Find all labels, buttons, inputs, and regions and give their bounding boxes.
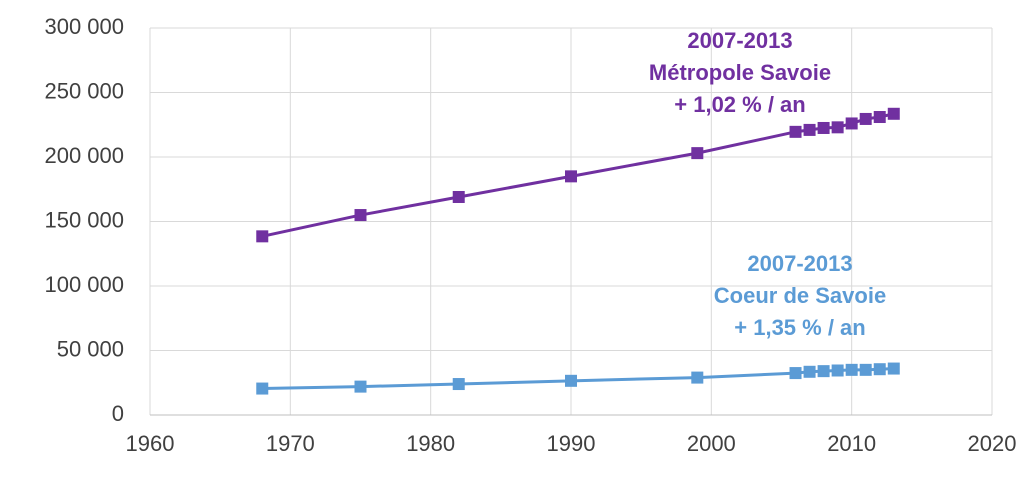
- marker: [803, 123, 816, 136]
- marker: [831, 364, 844, 377]
- marker: [887, 362, 900, 375]
- marker: [859, 363, 872, 376]
- y-tick-label: 150 000: [44, 207, 124, 232]
- marker: [354, 209, 367, 222]
- marker: [845, 363, 858, 376]
- marker: [354, 380, 367, 393]
- marker: [817, 365, 830, 378]
- marker: [691, 371, 704, 384]
- marker: [845, 117, 858, 130]
- annotation: + 1,02 % / an: [674, 92, 805, 117]
- x-tick-label: 2020: [968, 431, 1017, 456]
- x-tick-label: 2010: [827, 431, 876, 456]
- marker: [691, 147, 704, 160]
- marker: [565, 374, 577, 387]
- marker: [256, 230, 269, 243]
- marker: [452, 190, 465, 203]
- marker: [565, 170, 577, 183]
- marker: [873, 111, 886, 124]
- x-tick-label: 1990: [547, 431, 596, 456]
- x-tick-label: 2000: [687, 431, 736, 456]
- y-tick-label: 0: [112, 401, 124, 426]
- marker: [256, 382, 269, 395]
- marker: [452, 378, 465, 391]
- x-tick-label: 1960: [126, 431, 175, 456]
- marker: [859, 112, 872, 125]
- y-tick-label: 250 000: [44, 78, 124, 103]
- marker: [817, 121, 830, 134]
- annotation: 2007-2013: [687, 28, 792, 53]
- marker: [803, 365, 816, 378]
- marker: [789, 125, 802, 138]
- marker: [887, 107, 900, 120]
- annotation: + 1,35 % / an: [734, 315, 865, 340]
- x-tick-label: 1970: [266, 431, 315, 456]
- marker: [789, 367, 802, 380]
- y-tick-label: 200 000: [44, 143, 124, 168]
- annotation: 2007-2013: [747, 251, 852, 276]
- y-tick-label: 300 000: [44, 14, 124, 39]
- y-tick-label: 100 000: [44, 272, 124, 297]
- marker: [831, 121, 844, 134]
- annotation: Coeur de Savoie: [714, 283, 886, 308]
- annotation: Métropole Savoie: [649, 60, 831, 85]
- y-tick-label: 50 000: [57, 336, 124, 361]
- marker: [873, 363, 886, 376]
- x-tick-label: 1980: [406, 431, 455, 456]
